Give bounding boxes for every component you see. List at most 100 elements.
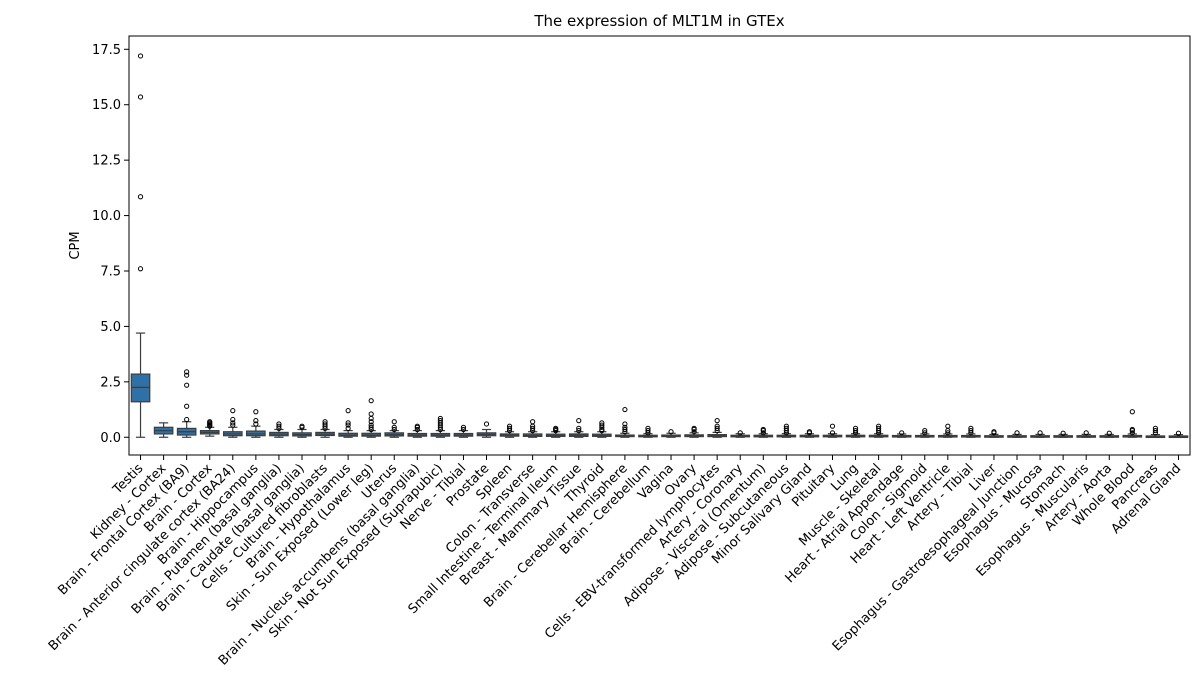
box-group: [338, 408, 358, 438]
outlier-point: [1129, 409, 1135, 415]
y-tick-label: 0.0: [100, 431, 121, 446]
outlier-point: [253, 409, 259, 415]
outlier-point: [922, 430, 928, 436]
outlier-point: [414, 426, 420, 433]
outlier-point: [253, 421, 259, 427]
outlier-point: [530, 419, 536, 425]
box-group: [615, 406, 635, 438]
box-group: [545, 425, 566, 438]
outlier-point: [230, 408, 236, 414]
outlier-point: [1106, 430, 1112, 436]
outlier-point: [1129, 426, 1135, 433]
box-group: [384, 419, 405, 438]
box-group: [199, 419, 220, 437]
outlier-point: [783, 425, 789, 431]
outlier-point: [852, 425, 859, 431]
outlier-point: [368, 398, 374, 404]
box-group: [292, 423, 312, 438]
outlier-point: [737, 430, 743, 436]
outlier-point: [829, 423, 836, 429]
box-group: [153, 422, 174, 438]
outlier-point: [391, 426, 397, 433]
outlier-point: [276, 423, 282, 429]
outlier-point: [230, 416, 236, 423]
outlier-point: [991, 429, 997, 435]
outlier-point: [1129, 430, 1135, 436]
outlier-point: [622, 424, 628, 430]
outlier-point: [576, 425, 582, 431]
outlier-point: [945, 430, 951, 436]
box-group: [753, 426, 774, 438]
outlier-point: [599, 422, 605, 428]
outlier-point: [230, 420, 236, 426]
box-group: [407, 423, 428, 438]
box-group: [1122, 409, 1143, 438]
box-group: [315, 419, 335, 438]
outlier-point: [945, 423, 951, 429]
outlier-point: [1152, 425, 1159, 431]
box-group: [1168, 430, 1189, 439]
y-tick-label: 5.0: [100, 320, 121, 335]
outlier-point: [553, 425, 559, 431]
outlier-point: [345, 425, 351, 431]
outlier-point: [714, 425, 720, 431]
outlier-point: [460, 424, 467, 430]
outlier-point: [184, 372, 190, 378]
outlier-point: [368, 411, 374, 417]
outlier-point: [184, 382, 190, 388]
y-tick-label: 17.5: [92, 43, 121, 58]
outlier-point: [876, 423, 882, 429]
box-group: [430, 415, 451, 438]
outlier-point: [506, 423, 513, 429]
outlier-point: [968, 425, 974, 431]
outlier-point: [137, 94, 144, 100]
box-group: [984, 429, 1004, 438]
outlier-point: [852, 428, 859, 434]
plot-frame: [128, 35, 1191, 456]
outlier-point: [1014, 430, 1020, 436]
outlier-point: [437, 418, 443, 424]
outlier-point: [622, 426, 628, 433]
box-group: [1053, 430, 1073, 438]
y-axis-label: CPM: [68, 231, 83, 259]
box-group: [868, 423, 889, 438]
box-group: [269, 421, 289, 438]
box-group: [522, 419, 543, 438]
outlier-point: [299, 423, 305, 429]
box-group: [568, 418, 589, 438]
outlier-point: [899, 430, 905, 436]
box-group: [246, 409, 266, 438]
outlier-point: [1175, 430, 1182, 436]
box-group: [707, 418, 727, 438]
outlier-point: [760, 430, 766, 436]
outlier-point: [645, 425, 651, 431]
y-tick-label: 15.0: [92, 98, 121, 113]
outlier-point: [184, 403, 190, 409]
outlier-point: [137, 194, 144, 200]
box-group: [222, 408, 243, 438]
outlier-point: [506, 425, 513, 431]
y-tick-label: 10.0: [92, 209, 121, 224]
box-group: [776, 423, 797, 438]
box-group: [1145, 425, 1166, 439]
outlier-point: [391, 419, 397, 425]
box-group: [914, 428, 935, 438]
box-group: [1007, 430, 1027, 438]
box-group: [684, 425, 704, 438]
outlier-point: [1037, 430, 1043, 436]
box-group: [822, 423, 843, 438]
box-group: [1030, 430, 1050, 438]
box-group: [891, 430, 912, 438]
box-group: [476, 421, 497, 438]
outlier-point: [714, 423, 720, 429]
outlier-point: [829, 430, 836, 436]
outlier-point: [645, 428, 651, 434]
outlier-point: [137, 53, 144, 59]
outlier-point: [368, 419, 374, 425]
outlier-point: [1152, 428, 1159, 434]
outlier-point: [1083, 430, 1089, 436]
outlier-point: [806, 429, 813, 435]
box-group: [961, 425, 981, 438]
outlier-point: [599, 420, 605, 426]
outlier-point: [968, 428, 974, 434]
